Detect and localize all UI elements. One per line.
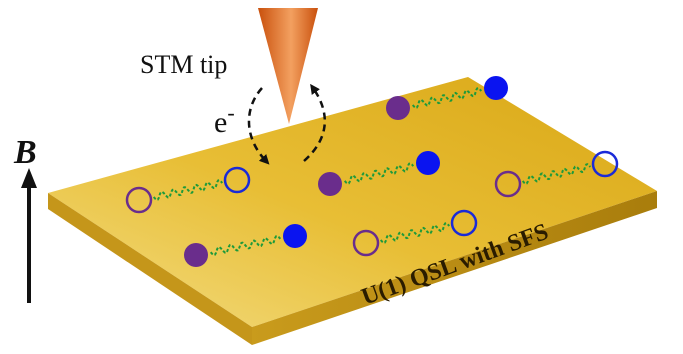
gauge-link <box>379 222 451 244</box>
spinon-pair-open <box>494 150 619 198</box>
spinon-pair-filled <box>318 151 440 196</box>
magnetic-field-arrow <box>21 168 37 303</box>
stm-tip-cone <box>258 8 318 124</box>
spinon-filled-purple <box>386 96 410 120</box>
spinon-filled-blue <box>283 224 307 248</box>
stm-tip-label: STM tip <box>140 50 227 79</box>
spinon-open-purple <box>125 186 153 214</box>
tunnel-arrow-down <box>247 87 270 165</box>
spinon-open-purple <box>494 170 522 198</box>
spinon-filled-blue <box>416 151 440 175</box>
spinon-filled-blue <box>484 76 508 100</box>
slab-right-face <box>252 191 657 345</box>
magnetic-field-label: B <box>13 134 37 171</box>
stm-tip <box>258 8 318 124</box>
svg-text:e-: e- <box>214 100 235 139</box>
slab-front-face <box>48 193 252 345</box>
gauge-link <box>343 162 415 185</box>
spinon-pair-filled <box>386 76 508 120</box>
slab-top-face <box>48 77 657 327</box>
electron-label: e- <box>214 100 235 139</box>
spinon-open-purple <box>352 229 380 257</box>
spinon-open-blue <box>450 209 478 237</box>
tunnel-arrow-up <box>303 83 326 162</box>
gauge-link <box>209 234 282 257</box>
electron-symbol: e <box>214 106 227 139</box>
gauge-link <box>152 179 224 201</box>
spinon-open-blue <box>591 150 619 178</box>
spinon-pair-open <box>352 209 478 257</box>
spinon-pair-open <box>125 166 251 214</box>
gauge-link <box>411 87 483 109</box>
gauge-link <box>521 163 592 185</box>
spinon-filled-purple <box>184 243 208 267</box>
electron-charge: - <box>227 100 234 125</box>
spinon-filled-purple <box>318 172 342 196</box>
spinon-pair-filled <box>184 224 307 267</box>
spinon-open-blue <box>223 166 251 194</box>
spinon-pairs <box>125 76 619 267</box>
